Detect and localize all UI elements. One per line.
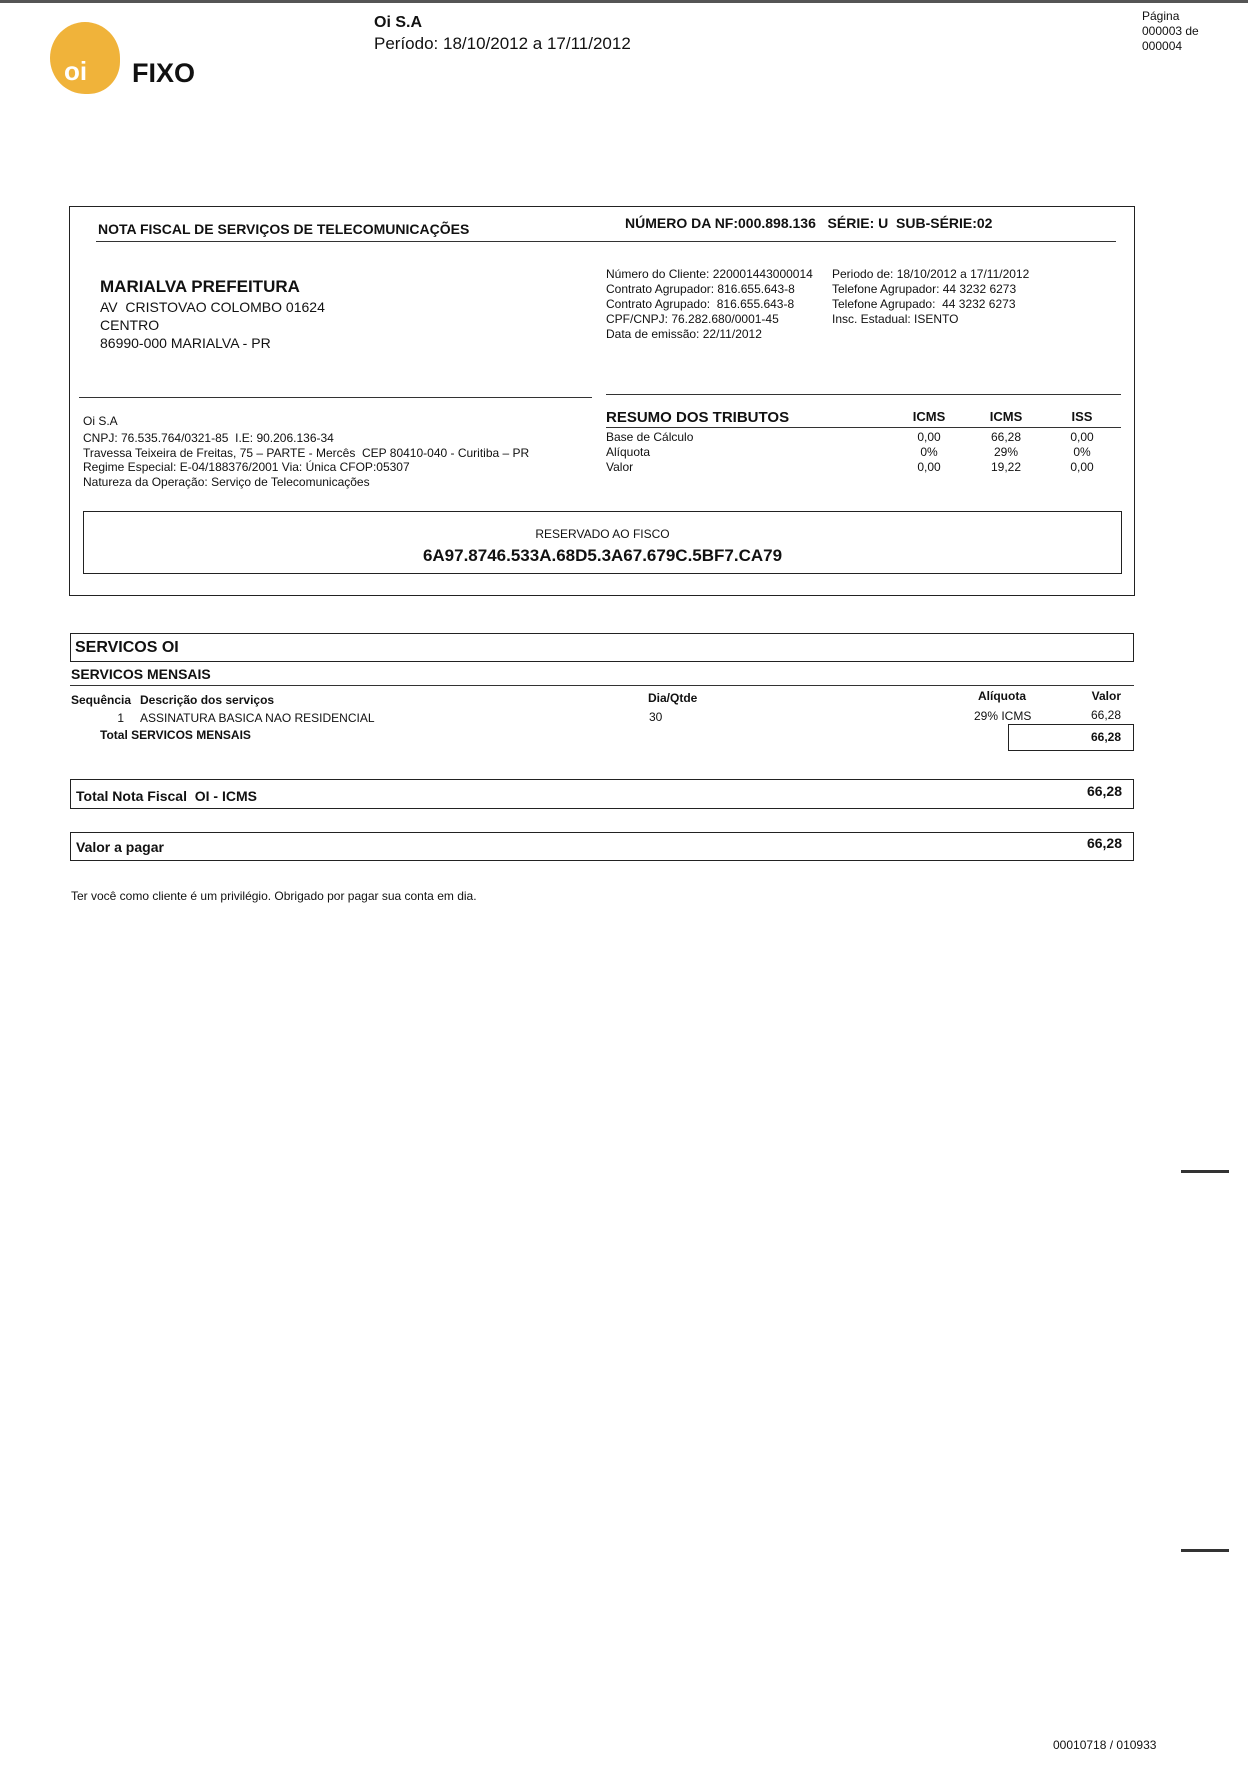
divider: [79, 397, 592, 398]
tax-value: 66,28: [990, 430, 1022, 444]
customer-name: MARIALVA PREFEITURA: [100, 277, 300, 296]
customer-district: CENTRO: [100, 317, 160, 333]
col-rate: Alíquota: [978, 689, 1026, 703]
divider: [606, 427, 1121, 428]
contract-grouped: Contrato Agrupado: 816.655.643-8: [606, 297, 795, 311]
client-info-left: Número do Cliente: 220001443000014 Contra…: [606, 267, 813, 342]
brand-name: FIXO: [132, 58, 196, 88]
services-section-box: [70, 633, 1134, 662]
page-label: Página: [1142, 9, 1180, 23]
oi-logo-text: oi: [64, 56, 88, 86]
issue-date: Data de emissão: 22/11/2012: [606, 327, 762, 341]
divider: [70, 685, 1134, 686]
divider: [606, 394, 1121, 395]
client-number: Número do Cliente: 220001443000014: [606, 267, 813, 281]
client-info-right: Periodo de: 18/10/2012 a 17/11/2012 Telef…: [832, 267, 1029, 327]
tax-col-iss: ISS: [1071, 409, 1093, 424]
period: Período: 18/10/2012 a 17/11/2012: [374, 34, 631, 53]
cpf-cnpj: CPF/CNPJ: 76.282.680/0001-45: [606, 312, 779, 326]
tax-value: 0,00: [1070, 460, 1094, 474]
col-seq: Sequência: [71, 693, 132, 707]
contract-grouper: Contrato Agrupador: 816.655.643-8: [606, 282, 795, 296]
state-registration: Insc. Estadual: ISENTO: [832, 312, 959, 326]
service-rate: 29% ICMS: [974, 709, 1032, 723]
total-nf-box: [70, 779, 1134, 809]
group-total-value: 66,28: [1090, 730, 1121, 744]
tax-value: 0,00: [917, 460, 941, 474]
tax-row-label: Valor: [606, 460, 634, 474]
pay-label: Valor a pagar: [76, 839, 164, 855]
footer-message: Ter você como cliente é um privilégio. O…: [71, 889, 477, 903]
col-desc: Descrição dos serviços: [140, 693, 275, 707]
service-desc: ASSINATURA BASICA NAO RESIDENCIAL: [140, 711, 375, 725]
group-total-label: Total SERVICOS MENSAIS: [100, 728, 251, 742]
tax-row-label: Alíquota: [606, 445, 651, 459]
invoice-number: NÚMERO DA NF:000.898.136 SÉRIE: U SUB-SÉ…: [625, 215, 993, 231]
margin-mark: [1181, 1170, 1229, 1173]
pay-value: 66,28: [1086, 835, 1122, 851]
tax-value: 0,00: [917, 430, 941, 444]
tax-row-label: Base de Cálculo: [606, 430, 694, 444]
tax-value: 0,00: [1070, 430, 1094, 444]
period-from: Periodo de: 18/10/2012 a 17/11/2012: [832, 267, 1030, 281]
phone-grouped: Telefone Agrupado: 44 3232 6273: [832, 297, 1016, 311]
margin-mark: [1181, 1549, 1229, 1552]
total-nf-label: Total Nota Fiscal OI - ICMS: [76, 788, 257, 804]
group-total-box: [1008, 724, 1134, 751]
tax-value: 0%: [1073, 445, 1091, 459]
tax-col-icms-1: ICMS: [912, 409, 946, 424]
taxes-title: RESUMO DOS TRIBUTOS: [606, 409, 790, 426]
company-name: Oi S.A: [374, 14, 423, 31]
issuer-name: Oi S.A: [83, 414, 118, 428]
service-qty: 30: [649, 710, 663, 724]
issuer-info: CNPJ: 76.535.764/0321-85 I.E: 90.206.136…: [83, 431, 529, 489]
page-total: 000004: [1142, 39, 1183, 53]
issuer-cnpj: CNPJ: 76.535.764/0321-85 I.E: 90.206.136…: [83, 431, 334, 445]
tax-value: 19,22: [990, 460, 1022, 474]
fisco-label: RESERVADO AO FISCO: [535, 527, 670, 541]
customer-address: AV CRISTOVAO COLOMBO 01624: [100, 299, 325, 315]
issuer-operation: Natureza da Operação: Serviço de Telecom…: [83, 474, 370, 489]
fisco-box: [83, 511, 1122, 574]
phone-grouper: Telefone Agrupador: 44 3232 6273: [832, 282, 1017, 296]
divider: [96, 241, 1116, 242]
tax-value: 0%: [920, 445, 938, 459]
tax-value: 29%: [993, 445, 1019, 459]
pay-box: [70, 832, 1134, 861]
invoice-box: [69, 206, 1135, 596]
service-seq: 1: [117, 711, 124, 725]
col-value: Valor: [1091, 689, 1121, 703]
issuer-address: Travessa Teixeira de Freitas, 75 – PARTE…: [83, 445, 530, 460]
invoice-title: NOTA FISCAL DE SERVIÇOS DE TELECOMUNICAÇ…: [98, 221, 470, 237]
scan-top-edge: [0, 0, 1248, 3]
fisco-code: 6A97.8746.533A.68D5.3A67.679C.5BF7.CA79: [422, 546, 783, 565]
customer-city: 86990-000 MARIALVA - PR: [100, 335, 271, 351]
issuer-regime: Regime Especial: E-04/188376/2001 Via: Ú…: [83, 460, 410, 474]
service-value: 66,28: [1090, 708, 1121, 722]
doc-number: 00010718 / 010933: [1053, 1738, 1157, 1752]
tax-col-icms-2: ICMS: [989, 409, 1023, 424]
services-group-title: SERVICOS MENSAIS: [71, 666, 211, 682]
oi-logo: oi: [50, 22, 120, 94]
col-qty: Dia/Qtde: [648, 691, 698, 705]
services-section-title: SERVICOS OI: [75, 639, 179, 656]
total-nf-value: 66,28: [1086, 783, 1122, 799]
page-current: 000003 de: [1142, 24, 1199, 38]
